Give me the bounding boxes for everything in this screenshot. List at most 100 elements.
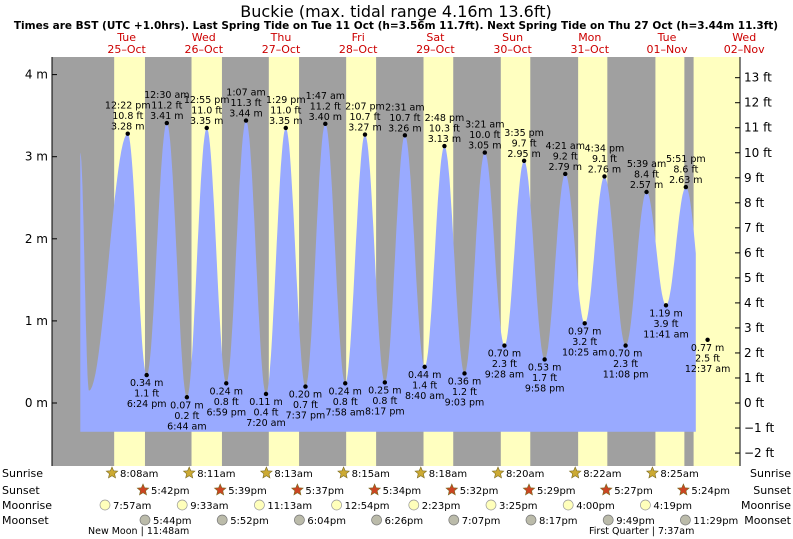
- tide-label: 2.57 m: [630, 180, 663, 191]
- y-tick-label-ft: 12 ft: [744, 96, 772, 110]
- astro-row-label-left: Moonset: [2, 514, 49, 527]
- tide-label: 0.8 ft: [333, 397, 358, 408]
- day-date: 02–Nov: [724, 43, 765, 56]
- sunset-time: 5:42pm: [151, 486, 190, 497]
- y-tick-label-ft: 9 ft: [744, 171, 764, 185]
- day-name: Sun: [502, 31, 523, 44]
- y-tick-label-ft: 10 ft: [744, 146, 772, 160]
- tide-label: 0.11 m: [249, 397, 282, 408]
- tide-label: 3.40 m: [309, 112, 342, 123]
- tide-label: 12:30 am: [144, 90, 189, 101]
- sunrise-time: 8:15am: [352, 469, 390, 480]
- tide-label: 3:35 pm: [504, 128, 544, 139]
- tide-label: 9.1 ft: [592, 154, 617, 165]
- tide-point: [683, 184, 689, 190]
- chart-subtitle: Times are BST (UTC +1.0hrs). Last Spring…: [14, 20, 778, 32]
- astro-row-label-right: Moonset: [744, 514, 791, 527]
- day-date: 29–Oct: [416, 43, 455, 56]
- tide-label: 0.34 m: [130, 378, 163, 389]
- tide-label: 10.7 ft: [389, 113, 420, 124]
- moonset-icon: [371, 514, 382, 526]
- tide-point: [442, 143, 447, 149]
- tide-label: 8.4 ft: [634, 170, 659, 181]
- sunrise-icon: [337, 466, 351, 479]
- moonrise-time: 9:33am: [190, 501, 228, 512]
- tide-label: 10.7 ft: [349, 112, 380, 123]
- moonset-icon: [216, 514, 228, 526]
- moonrise-icon: [176, 499, 188, 511]
- tide-label: 1.19 m: [649, 308, 682, 319]
- tide-label: 11.0 ft: [191, 105, 222, 116]
- tide-area: [80, 120, 696, 432]
- tide-label: 2.3 ft: [613, 359, 638, 370]
- tide-label: 2:31 am: [385, 102, 424, 113]
- tide-point: [482, 150, 488, 155]
- tide-label: 0.53 m: [528, 362, 561, 373]
- moonset-icon: [139, 514, 151, 526]
- left-margin: [36, 57, 52, 466]
- tide-label: 9:58 pm: [525, 383, 565, 394]
- tide-label: 3.28 m: [111, 122, 144, 133]
- moonset-icon: [680, 514, 691, 526]
- y-tick-label-ft: 0 ft: [744, 396, 764, 410]
- astro-row-label-left: Moonrise: [2, 499, 52, 512]
- sunrise-icon: [182, 466, 196, 479]
- tide-label: 10.8 ft: [112, 111, 143, 122]
- chart-title: Buckie (max. tidal range 4.16m 13.6ft): [240, 2, 551, 21]
- moonrise-time: 12:54pm: [345, 501, 390, 512]
- moonset-icon: [525, 514, 537, 526]
- tide-point: [623, 343, 628, 348]
- sunrise-time: 8:20am: [506, 469, 544, 480]
- tide-label: 0.24 m: [329, 386, 362, 397]
- tide-point: [343, 381, 348, 386]
- moon-phase-note: New Moon | 11:48am: [88, 526, 189, 537]
- y-tick-label-ft: 7 ft: [744, 221, 764, 235]
- tide-point: [521, 158, 527, 164]
- day-name: Tue: [116, 31, 136, 44]
- tide-label: 2.63 m: [669, 175, 702, 186]
- tide-label: 0.77 m: [691, 343, 724, 354]
- y-tick-label-ft: 1 ft: [744, 371, 764, 385]
- tide-point: [402, 133, 408, 138]
- tide-point: [462, 371, 467, 376]
- y-tick-label-ft: 3 ft: [744, 321, 764, 335]
- tide-label: 2.79 m: [549, 162, 582, 173]
- moonset-time: 5:44pm: [153, 516, 192, 527]
- moonrise-icon: [562, 499, 574, 511]
- astro-row-label-right: Sunset: [753, 484, 791, 497]
- tide-label: 2:48 pm: [425, 113, 465, 124]
- day-name: Wed: [732, 31, 756, 44]
- sunset-icon: [368, 483, 382, 496]
- sunrise-time: 8:18am: [429, 469, 467, 480]
- moonrise-icon: [254, 499, 265, 511]
- tide-label: 3.2 ft: [572, 337, 597, 348]
- tide-label: 0.2 ft: [174, 411, 199, 422]
- tide-label: 0.8 ft: [214, 397, 239, 408]
- tide-label: 12:37 am: [685, 364, 730, 375]
- sunset-time: 5:27pm: [614, 486, 653, 497]
- tide-label: 1.2 ft: [452, 387, 477, 398]
- tide-point: [184, 395, 190, 400]
- moonrise-time: 4:00pm: [576, 501, 615, 512]
- tide-point: [323, 121, 328, 127]
- tide-label: 3.44 m: [229, 109, 262, 120]
- tide-label: 7:37 pm: [286, 411, 326, 422]
- tide-label: 0.44 m: [408, 370, 441, 381]
- tide-label: 1:29 pm: [266, 95, 306, 106]
- moonset-time: 11:29pm: [693, 516, 738, 527]
- sunrise-time: 8:22am: [583, 469, 621, 480]
- sunrise-icon: [259, 466, 273, 479]
- tide-label: 3.05 m: [468, 141, 501, 152]
- tide-point: [663, 303, 669, 308]
- tide-label: 1:47 am: [306, 91, 345, 102]
- tide-label: 9.7 ft: [512, 138, 537, 149]
- tide-label: 2.95 m: [507, 149, 540, 160]
- sunset-time: 5:37pm: [305, 486, 344, 497]
- tide-label: 0.36 m: [448, 376, 481, 387]
- day-date: 28–Oct: [339, 43, 378, 56]
- tide-point: [563, 171, 568, 177]
- y-tick-label-ft: 4 ft: [744, 296, 764, 310]
- sunset-time: 5:32pm: [460, 486, 499, 497]
- tide-label: 11:08 pm: [603, 370, 649, 381]
